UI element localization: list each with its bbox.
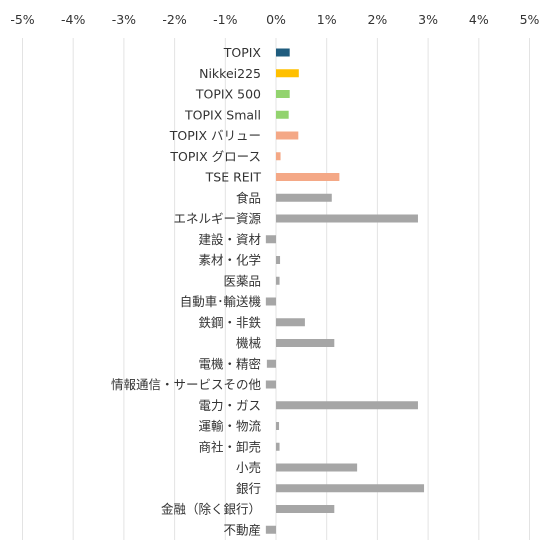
x-tick-label: -1% <box>213 12 237 27</box>
bar <box>276 318 305 327</box>
x-axis-tick-labels: -5% -4% -3% -2% -1% 0% 1% 2% 3% 4% 5% <box>10 12 539 27</box>
x-tick-label: 5% <box>520 12 540 27</box>
category-label: 電力・ガス <box>198 398 261 413</box>
bar <box>276 110 289 119</box>
category-label: 金融（除く銀行） <box>161 502 261 517</box>
category-label: TOPIX グロース <box>169 149 261 164</box>
category-label: エネルギー資源 <box>173 211 261 226</box>
bar <box>266 359 276 368</box>
x-tick-label: -4% <box>61 12 85 27</box>
category-label: TOPIX Small <box>184 107 261 122</box>
category-label: TOPIX 500 <box>195 87 261 102</box>
bar <box>265 525 276 534</box>
bar <box>276 276 280 285</box>
bar <box>276 505 335 513</box>
category-label: 不動産 <box>223 522 261 537</box>
bars <box>265 48 425 534</box>
category-label: 自動車･輸送機 <box>180 294 262 309</box>
bar <box>265 380 276 389</box>
category-label: TSE REIT <box>205 170 262 185</box>
bar <box>276 401 418 410</box>
x-tick-label: 2% <box>367 12 387 27</box>
bar <box>276 442 280 451</box>
x-tick-label: -2% <box>162 12 186 27</box>
category-label: Nikkei225 <box>199 66 261 81</box>
category-label: 医薬品 <box>223 273 261 288</box>
bar <box>276 48 290 57</box>
x-tick-label: 0% <box>266 12 286 27</box>
category-label: TOPIX バリュー <box>169 128 261 143</box>
x-tick-label: -5% <box>10 12 34 27</box>
bar <box>265 235 276 244</box>
x-tick-label: -3% <box>112 12 136 27</box>
category-label: 建設・資材 <box>198 232 261 247</box>
bar <box>276 339 335 347</box>
category-label: 運輸・物流 <box>198 419 261 434</box>
bar <box>276 69 299 78</box>
bar <box>265 297 276 306</box>
bar <box>276 256 281 264</box>
bar <box>276 90 290 98</box>
gridlines <box>22 38 530 540</box>
bar <box>276 173 340 181</box>
category-label: 鉄鋼・非鉄 <box>198 315 261 330</box>
bar <box>276 152 281 161</box>
bar <box>276 131 299 140</box>
bar <box>276 214 418 223</box>
category-label: 機械 <box>236 336 262 351</box>
x-tick-label: 3% <box>418 12 438 27</box>
x-tick-label: 1% <box>317 12 337 27</box>
category-label: 商社・卸売 <box>198 439 261 454</box>
bar <box>276 484 425 493</box>
category-label: 情報通信・サービスその他 <box>111 377 262 392</box>
category-label: 銀行 <box>236 481 261 496</box>
category-label: 小売 <box>236 460 261 475</box>
category-labels: TOPIX Nikkei225 TOPIX 500 TOPIX Small TOPIX … <box>111 45 262 537</box>
bar <box>276 422 280 430</box>
x-tick-label: 4% <box>469 12 489 27</box>
category-label: 素材・化学 <box>198 253 261 268</box>
category-label: 食品 <box>236 190 261 205</box>
category-label: TOPIX <box>223 45 262 60</box>
bar <box>276 463 358 472</box>
category-label: 電機・精密 <box>198 356 261 371</box>
bar <box>276 193 332 202</box>
